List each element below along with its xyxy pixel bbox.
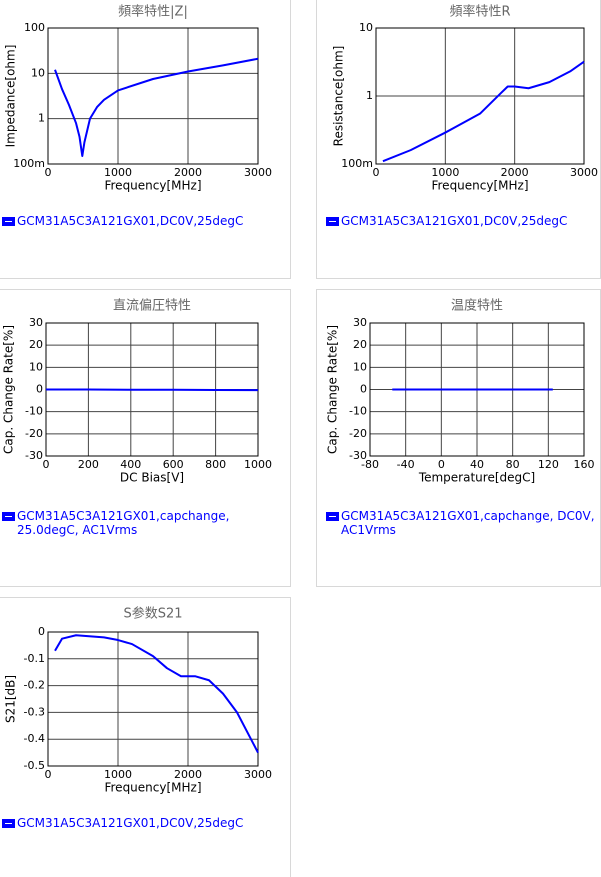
y-axis-label: Cap. Change Rate[%] xyxy=(2,325,16,454)
y-tick-label: -30 xyxy=(25,449,43,462)
x-tick-label: 1000 xyxy=(104,166,132,179)
x-axis-label: DC Bias[V] xyxy=(120,471,184,485)
legend-item[interactable]: GCM31A5C3A121GX01,capchange, DC0V, AC1Vr… xyxy=(326,509,598,537)
chart-title: 頻率特性|Z| xyxy=(118,4,188,20)
y-axis-label: Cap. Change Rate[%] xyxy=(326,325,340,454)
legend-text: GCM31A5C3A121GX01,capchange, DC0V, AC1Vr… xyxy=(341,509,595,537)
y-tick-label: 0 xyxy=(36,383,43,396)
y-tick-label: 30 xyxy=(29,316,43,329)
y-axis-label: Impedance[ohm] xyxy=(4,45,18,148)
y-tick-label: -10 xyxy=(349,405,367,418)
x-tick-label: 0 xyxy=(43,458,50,471)
x-tick-label: -80 xyxy=(361,458,379,471)
legend-text: GCM31A5C3A121GX01,DC0V,25degC xyxy=(17,816,244,830)
chart-title: 直流偏圧特性 xyxy=(113,299,191,314)
y-tick-label: 1 xyxy=(366,89,373,102)
x-axis-label: Temperature[degC] xyxy=(418,471,535,485)
x-tick-label: 0 xyxy=(438,458,445,471)
y-tick-label: -0.4 xyxy=(24,732,45,745)
x-tick-label: 2000 xyxy=(174,768,202,781)
legend-item[interactable]: GCM31A5C3A121GX01,DC0V,25degC xyxy=(2,816,247,830)
data-line xyxy=(46,388,259,392)
chart-title: 頻率特性R xyxy=(449,4,510,20)
legend-icon xyxy=(2,512,15,521)
x-tick-label: -40 xyxy=(397,458,415,471)
x-tick-label: 3000 xyxy=(244,166,272,179)
x-axis-label: Frequency[MHz] xyxy=(104,179,201,193)
legend-text: GCM31A5C3A121GX01,DC0V,25degC xyxy=(17,214,244,228)
legend-item[interactable]: GCM31A5C3A121GX01,capchange, 25.0degC, A… xyxy=(2,509,247,537)
panel-border xyxy=(0,597,291,877)
data-line xyxy=(382,60,585,163)
legend-icon xyxy=(326,217,339,226)
legend-icon xyxy=(2,217,15,226)
x-tick-label: 0 xyxy=(45,166,52,179)
x-tick-label: 1000 xyxy=(431,166,459,179)
legend-item[interactable]: GCM31A5C3A121GX01,DC0V,25degC xyxy=(2,214,247,228)
legend-icon xyxy=(326,512,339,521)
x-tick-label: 2000 xyxy=(174,166,202,179)
chart-title: S参数S21 xyxy=(123,606,182,622)
x-tick-label: 1000 xyxy=(104,768,132,781)
y-tick-label: -0.3 xyxy=(24,705,45,718)
x-tick-label: 3000 xyxy=(244,768,272,781)
x-tick-label: 400 xyxy=(120,458,141,471)
plot-frame xyxy=(369,322,585,457)
data-line xyxy=(54,57,259,158)
legend-text: GCM31A5C3A121GX01,DC0V,25degC xyxy=(341,214,568,228)
x-tick-label: 80 xyxy=(506,458,520,471)
y-tick-label: 1 xyxy=(38,112,45,125)
plot-frame xyxy=(47,631,259,767)
y-tick-label: 20 xyxy=(353,338,367,351)
y-tick-label: -0.1 xyxy=(24,652,45,665)
x-tick-label: 2000 xyxy=(501,166,529,179)
x-tick-label: 3000 xyxy=(570,166,598,179)
y-tick-label: 10 xyxy=(29,360,43,373)
y-tick-label: -0.2 xyxy=(24,679,45,692)
y-tick-label: 10 xyxy=(359,21,373,34)
data-line xyxy=(54,634,259,754)
x-tick-label: 160 xyxy=(574,458,595,471)
y-tick-label: -20 xyxy=(349,427,367,440)
panel-border xyxy=(0,0,291,279)
chart-title: 温度特性 xyxy=(451,298,503,314)
x-tick-label: 120 xyxy=(538,458,559,471)
y-axis-label: Resistance[ohm] xyxy=(332,46,346,147)
y-tick-label: 100m xyxy=(13,157,45,170)
x-tick-label: 1000 xyxy=(244,458,272,471)
panel-border xyxy=(0,289,291,587)
y-tick-label: 0 xyxy=(360,383,367,396)
y-tick-label: -20 xyxy=(25,427,43,440)
y-tick-label: 20 xyxy=(29,338,43,351)
x-tick-label: 40 xyxy=(470,458,484,471)
x-tick-label: 0 xyxy=(45,768,52,781)
y-tick-label: -0.5 xyxy=(24,759,45,772)
y-tick-label: 0 xyxy=(38,625,45,638)
legend-icon xyxy=(2,819,15,828)
y-tick-label: 100 xyxy=(24,21,45,34)
x-tick-label: 200 xyxy=(78,458,99,471)
x-tick-label: 800 xyxy=(205,458,226,471)
y-tick-label: 100m xyxy=(341,157,373,170)
x-axis-label: Frequency[MHz] xyxy=(431,179,528,193)
y-tick-label: 30 xyxy=(353,316,367,329)
plot-frame xyxy=(47,27,259,165)
legend-text: GCM31A5C3A121GX01,capchange, 25.0degC, A… xyxy=(17,509,230,537)
plot-frame xyxy=(375,27,585,165)
panel-border xyxy=(316,0,601,279)
y-tick-label: -30 xyxy=(349,449,367,462)
legend-item[interactable]: GCM31A5C3A121GX01,DC0V,25degC xyxy=(326,214,598,228)
x-tick-label: 600 xyxy=(163,458,184,471)
x-axis-label: Frequency[MHz] xyxy=(104,781,201,795)
x-tick-label: 0 xyxy=(373,166,380,179)
y-axis-label: S21[dB] xyxy=(4,675,18,723)
y-tick-label: 10 xyxy=(31,66,45,79)
y-tick-label: -10 xyxy=(25,405,43,418)
y-tick-label: 10 xyxy=(353,360,367,373)
